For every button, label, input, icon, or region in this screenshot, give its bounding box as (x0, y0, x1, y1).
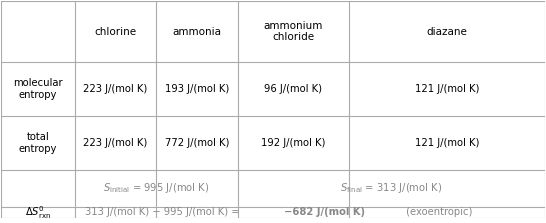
Text: 223 J/(mol K): 223 J/(mol K) (84, 84, 147, 94)
Text: (exoentropic): (exoentropic) (403, 207, 473, 217)
Text: total
entropy: total entropy (19, 132, 57, 154)
Text: ammonia: ammonia (173, 27, 222, 37)
Text: 772 J/(mol K): 772 J/(mol K) (165, 138, 229, 148)
Text: $S_\mathrm{initial}$ = 995 J/(mol K): $S_\mathrm{initial}$ = 995 J/(mol K) (103, 181, 210, 195)
Text: $S_\mathrm{final}$ = 313 J/(mol K): $S_\mathrm{final}$ = 313 J/(mol K) (340, 181, 442, 195)
Text: 121 J/(mol K): 121 J/(mol K) (414, 84, 479, 94)
Text: 96 J/(mol K): 96 J/(mol K) (264, 84, 322, 94)
Text: 193 J/(mol K): 193 J/(mol K) (165, 84, 229, 94)
Text: 192 J/(mol K): 192 J/(mol K) (261, 138, 325, 148)
Text: molecular
entropy: molecular entropy (13, 78, 63, 100)
Text: 223 J/(mol K): 223 J/(mol K) (84, 138, 147, 148)
Text: ammonium
chloride: ammonium chloride (264, 21, 323, 42)
Text: chlorine: chlorine (94, 27, 136, 37)
Text: −682 J/(mol K): −682 J/(mol K) (284, 207, 365, 217)
Text: $\Delta S^0_\mathrm{rxn}$: $\Delta S^0_\mathrm{rxn}$ (25, 204, 51, 221)
Text: 121 J/(mol K): 121 J/(mol K) (414, 138, 479, 148)
Text: diazane: diazane (426, 27, 467, 37)
Text: 313 J/(mol K) − 995 J/(mol K) =: 313 J/(mol K) − 995 J/(mol K) = (85, 207, 242, 217)
